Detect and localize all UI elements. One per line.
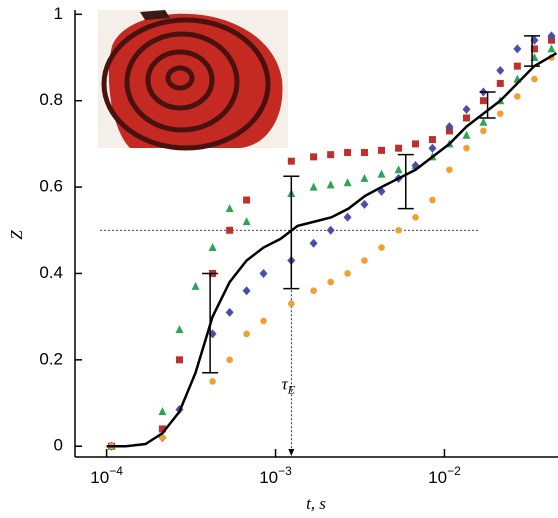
point [259,268,268,278]
point [326,225,335,235]
point [547,31,556,41]
point [226,356,233,364]
point [243,330,250,338]
error-bar [479,91,496,119]
point [158,425,166,433]
point [225,307,234,317]
point [462,114,470,122]
point [344,149,352,157]
error-bar [524,35,541,67]
x-tick-label: 10−4 [90,464,123,487]
point [514,93,521,100]
y-tick-label: 0.2 [39,349,63,368]
point [378,244,385,251]
point [479,117,488,126]
point [412,214,419,221]
point [310,287,317,295]
point [159,434,166,441]
error-bar [283,175,300,290]
point [175,325,184,334]
point [463,144,470,152]
point [531,75,538,83]
point [480,127,487,135]
point [360,199,369,209]
point [462,130,471,139]
point [326,180,335,189]
annotation-text: τE [282,374,296,396]
beet-rings [101,17,271,151]
point [496,65,505,75]
point [479,97,487,105]
point [226,226,234,234]
error-bar [397,153,414,210]
point [513,44,522,54]
point [513,62,521,70]
point [360,149,368,157]
point [158,407,167,416]
point [361,257,368,264]
point [242,217,251,226]
point [395,226,402,234]
point [175,356,183,364]
point [310,153,318,161]
y-tick-label: 0 [54,436,63,455]
point [360,173,369,182]
point [191,281,200,290]
point [496,79,504,87]
point [446,166,453,174]
x-tick-label: 10−2 [428,464,461,487]
point [343,178,352,187]
point [209,378,216,385]
point [412,140,420,148]
point [344,270,351,277]
x-tick-label: 10−3 [259,464,292,487]
point [428,143,437,153]
point [260,317,267,325]
y-tick-label: 0.6 [39,177,63,196]
point [445,122,454,132]
point [343,212,352,222]
point [242,286,251,296]
beet [108,13,283,149]
point [309,182,318,191]
point [208,243,217,252]
y-tick-label: 0.8 [39,90,63,109]
inset-photo [98,10,288,151]
point [395,144,403,152]
point [530,45,538,53]
point [243,196,251,204]
error-bar [202,272,219,374]
point [547,44,556,53]
point [327,278,334,286]
point [327,151,335,159]
y-tick-label: 1 [54,4,63,23]
point [378,146,386,154]
x-axis-label: t, s [306,494,326,513]
point [288,300,295,307]
point [377,169,386,178]
y-tick-label: 0.4 [39,263,63,282]
annotation-arrow [288,449,295,456]
point [287,157,295,165]
point [309,238,318,248]
point [462,104,471,114]
beet-top [140,10,170,20]
point [428,136,436,144]
point [496,110,504,117]
y-axis-label: Z [7,230,26,240]
point [429,196,436,204]
point [225,204,234,213]
point [394,165,403,174]
curve [106,52,558,448]
